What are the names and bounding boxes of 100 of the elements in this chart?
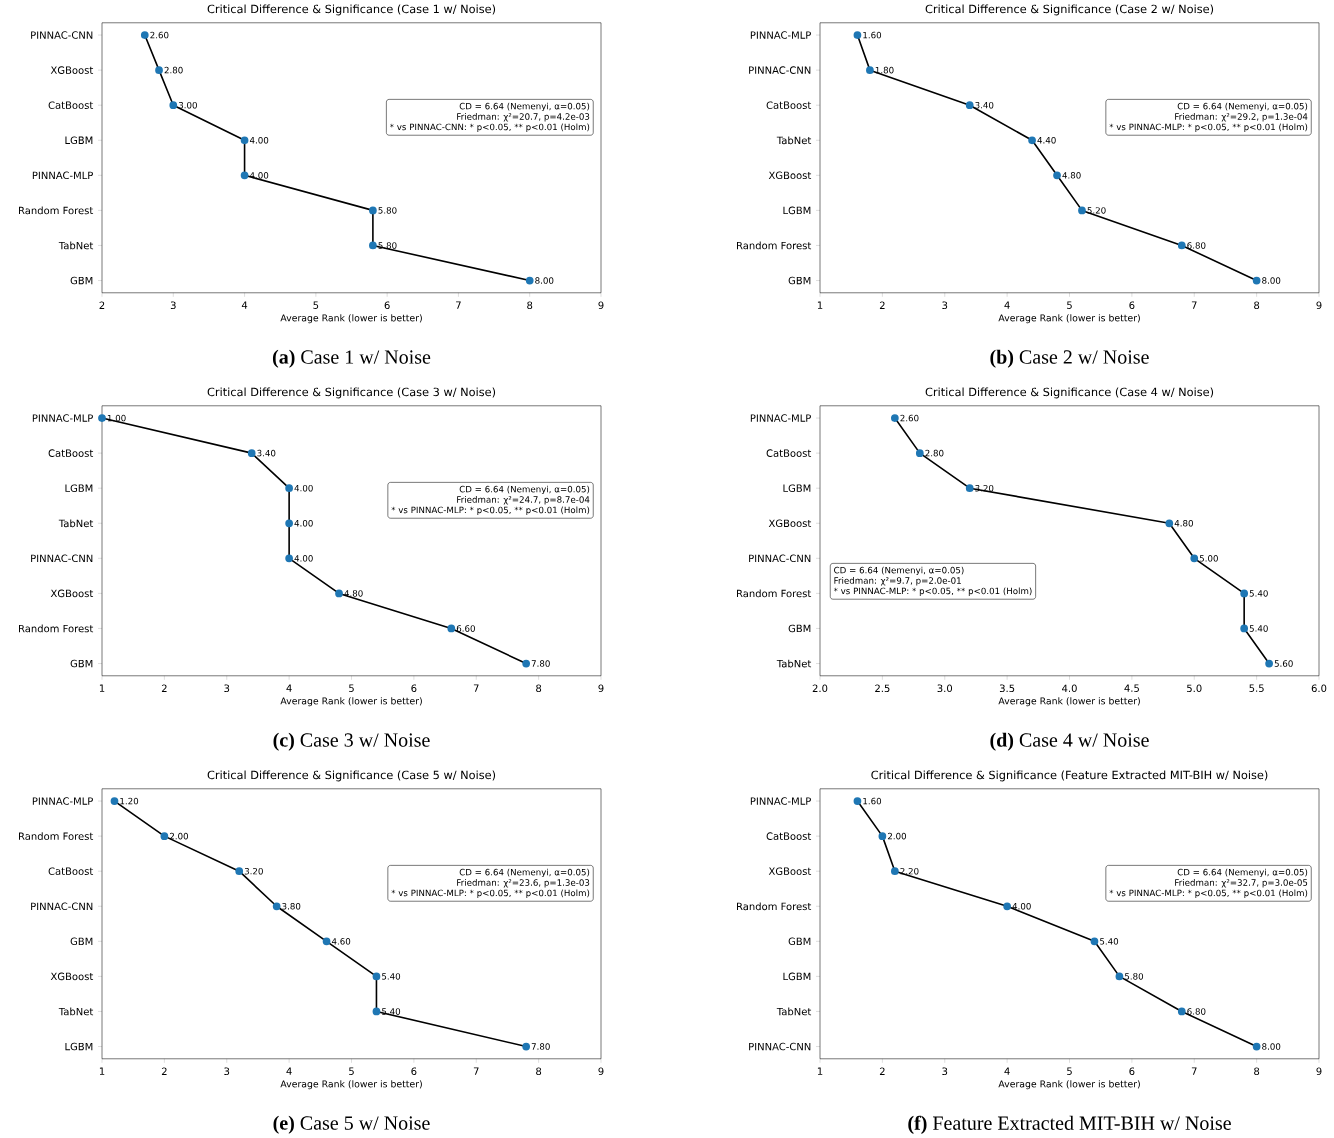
point	[322, 937, 331, 946]
x-axis-title: Average Rank (lower is better)	[280, 314, 422, 324]
x-tick-label: 4	[286, 1067, 292, 1075]
point	[866, 66, 874, 74]
annotation: Friedman: χ²=9.7, p=2.0e-01	[834, 576, 961, 586]
data-label: 5.40	[382, 972, 401, 980]
point	[915, 449, 924, 457]
data-label: 2.20	[900, 867, 919, 875]
y-tick-label: PINNAC-CNN	[749, 554, 811, 562]
x-axis-title: Average Rank (lower is better)	[998, 697, 1140, 707]
point	[285, 554, 293, 563]
annotation: * vs PINNAC-MLP: * p<0.05, ** p<0.01 (Holm)	[1109, 123, 1308, 132]
annotation: Friedman: χ²=23.6, p=1.3e-03	[457, 878, 590, 888]
x-tick-label: 8	[527, 301, 533, 309]
data-label: 8.00	[535, 277, 554, 284]
chart-title: Critical Difference & Significance (Case 4 w/ Noise)	[925, 387, 1214, 399]
y-tick-label: Random Forest	[19, 624, 94, 633]
point	[235, 867, 244, 875]
annotation: Friedman: χ²=32.7, p=3.0e-05	[1175, 878, 1308, 888]
point	[240, 171, 249, 180]
y-tick-label: TabNet	[776, 136, 812, 144]
data-label: 4.80	[1174, 519, 1193, 527]
point	[522, 1042, 531, 1051]
data-label: 6.60	[456, 625, 475, 632]
data-label: 4.40	[1037, 136, 1056, 144]
data-label: 5.80	[1125, 972, 1144, 980]
point	[369, 206, 377, 215]
x-axis-title: Average Rank (lower is better)	[998, 314, 1140, 324]
annotation: CD = 6.64 (Nemenyi, α=0.05)	[834, 566, 964, 575]
data-label: 5.80	[378, 206, 397, 214]
y-tick-label: PINNAC-MLP	[750, 414, 811, 422]
y-tick-label: PINNAC-CNN	[749, 1042, 811, 1051]
x-tick-label: 3	[170, 301, 176, 309]
point	[447, 624, 456, 633]
x-tick-label: 2	[161, 684, 167, 692]
data-label: 5.60	[1274, 660, 1293, 667]
data-label: 1.20	[120, 797, 139, 805]
x-tick-label: 4.0	[1062, 684, 1077, 692]
y-tick-label: LGBM	[783, 484, 811, 492]
annotation: CD = 6.64 (Nemenyi, α=0.05)	[1177, 868, 1308, 877]
y-tick-label: TabNet	[776, 659, 812, 668]
data-label: 5.40	[1249, 589, 1268, 597]
annotation: * vs PINNAC-CNN: * p<0.05, ** p<0.01 (Holm)	[389, 123, 590, 132]
y-tick-label: CatBoost	[48, 449, 94, 457]
x-tick-label: 6	[384, 301, 390, 309]
point	[965, 101, 974, 109]
point	[1177, 1007, 1186, 1016]
y-tick-label: GBM	[788, 937, 811, 945]
text: (a) Case 1 w/ Noise	[272, 349, 431, 368]
x-tick-label: 2	[879, 1067, 885, 1075]
annotation: CD = 6.64 (Nemenyi, α=0.05)	[459, 868, 590, 877]
data-label: 4.60	[331, 937, 351, 945]
y-tick-label: LGBM	[783, 972, 811, 980]
point	[1190, 554, 1199, 563]
text: (d) Case 4 w/ Noise	[990, 732, 1149, 751]
annotation: * vs PINNAC-MLP: * p<0.05, ** p<0.01 (Holm)	[833, 587, 1032, 596]
chart-title: Critical Difference & Significance (Case 3 w/ Noise)	[207, 387, 496, 399]
data-label: 4.00	[249, 136, 269, 144]
x-axis-title: Average Rank (lower is better)	[998, 1080, 1140, 1090]
data-label: 4.00	[294, 519, 313, 527]
x-tick-label: 3.5	[999, 684, 1015, 692]
x-tick-label: 5	[313, 301, 319, 309]
point	[853, 797, 862, 805]
y-tick-label: PINNAC-MLP	[32, 797, 93, 805]
point	[160, 832, 169, 840]
y-tick-label: PINNAC-MLP	[750, 31, 811, 39]
y-tick-label: CatBoost	[48, 101, 94, 109]
x-tick-label: 1	[99, 684, 105, 692]
data-label: 5.20	[1087, 206, 1106, 214]
point	[1028, 136, 1036, 144]
annotation: * vs PINNAC-MLP: * p<0.05, ** p<0.01 (Holm)	[391, 506, 590, 515]
data-label: 2.80	[164, 66, 183, 74]
point	[369, 241, 377, 250]
annotation: CD = 6.64 (Nemenyi, α=0.05)	[459, 485, 590, 494]
point	[169, 101, 178, 109]
x-tick-label: 1	[817, 1067, 823, 1075]
y-tick-label: XGBoost	[50, 66, 94, 74]
x-tick-label: 3.0	[937, 684, 953, 692]
y-tick-label: Random Forest	[737, 241, 812, 250]
chart-title: Critical Difference & Significance (Case 1 w/ Noise)	[207, 4, 496, 16]
x-tick-label: 5	[349, 1067, 354, 1075]
data-label: 8.00	[1262, 1043, 1281, 1050]
y-tick-label: TabNet	[58, 241, 94, 250]
point	[1078, 206, 1086, 215]
point	[98, 414, 106, 422]
x-tick-label: 7	[1191, 301, 1197, 309]
data-label: 5.00	[1199, 554, 1218, 562]
x-tick-label: 8	[1254, 1067, 1260, 1075]
point	[1053, 171, 1061, 180]
y-tick-label: CatBoost	[766, 449, 812, 457]
point	[155, 66, 163, 74]
x-tick-label: 1	[817, 301, 823, 309]
y-tick-label: CatBoost	[48, 867, 94, 875]
chart-title: Critical Difference & Significance (Feature Extracted MIT-BIH w/ Noise)	[871, 770, 1268, 782]
x-axis-title: Average Rank (lower is better)	[280, 697, 422, 707]
y-tick-label: PINNAC-CNN	[31, 31, 93, 39]
x-tick-label: 2	[99, 301, 105, 309]
point	[1240, 624, 1249, 633]
x-tick-label: 9	[1316, 301, 1322, 309]
data-label: 3.00	[178, 101, 197, 109]
